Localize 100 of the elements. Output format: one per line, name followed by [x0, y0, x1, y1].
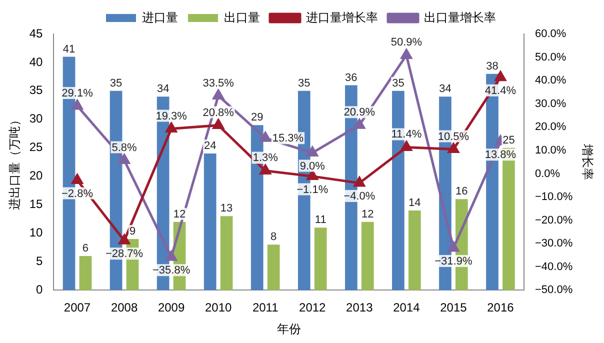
data-label: 50.9% — [390, 36, 422, 49]
x-tick-label: 2007 — [64, 300, 91, 315]
data-label: 9.0% — [300, 160, 326, 172]
point — [212, 89, 224, 100]
point — [166, 250, 177, 261]
y2-axis-title: 增长率 — [580, 143, 594, 180]
data-label: 34 — [156, 83, 170, 96]
point — [354, 176, 365, 187]
data-label: 5.8% — [112, 142, 138, 154]
y-tick-label: 40 — [29, 54, 44, 69]
point — [260, 164, 271, 174]
point — [448, 143, 460, 154]
y-tick-label: 25 — [29, 140, 44, 154]
data-label: 12 — [173, 208, 186, 220]
data-label: −35.8% — [152, 264, 190, 277]
legend-label: 进口量增长率 — [306, 10, 378, 24]
data-label: 13.8% — [484, 149, 516, 162]
bar — [314, 228, 327, 290]
data-label: 9 — [129, 225, 136, 238]
data-label: 35 — [110, 77, 122, 90]
data-label: 35 — [298, 77, 310, 90]
x-tick-label: 2015 — [440, 300, 468, 315]
x-tick-label: 2008 — [110, 300, 138, 315]
x-tick-label: 2014 — [393, 300, 420, 315]
data-label: 8 — [270, 231, 277, 244]
data-label: 38 — [486, 60, 498, 72]
data-label: 12 — [362, 208, 374, 220]
y-axis-title: 进出口量（万吨） — [8, 114, 22, 210]
point — [118, 234, 130, 244]
x-tick-label: 2016 — [487, 300, 514, 315]
point — [448, 242, 460, 252]
data-label: 11.4% — [391, 128, 422, 141]
x-tick-label: 2013 — [346, 300, 374, 315]
legend-label: 出口量 — [224, 10, 260, 24]
y-tick-label: 30 — [29, 112, 44, 126]
point — [212, 119, 224, 130]
bar — [220, 216, 233, 290]
point — [260, 132, 271, 142]
y-tick-label: 45 — [29, 26, 44, 40]
point — [400, 48, 412, 59]
data-label: −28.7% — [105, 248, 144, 260]
y2-tick-label: −50.0% — [534, 284, 573, 296]
data-label: −4.0% — [344, 190, 376, 203]
data-label: 25 — [502, 134, 515, 146]
data-label: −2.8% — [62, 188, 94, 200]
data-label: −1.1% — [296, 184, 328, 196]
x-tick-label: 2009 — [158, 300, 185, 315]
data-label: 20.9% — [344, 106, 376, 119]
bar — [408, 210, 421, 290]
data-label: 41.4% — [484, 84, 516, 97]
data-label: −31.9% — [434, 256, 472, 268]
y2-tick-label: 50.0% — [534, 51, 566, 64]
x-tick-label: 2010 — [204, 300, 232, 315]
data-label: 34 — [439, 83, 452, 96]
point — [306, 146, 318, 157]
data-label: 11 — [314, 214, 326, 226]
data-label: 29 — [251, 112, 264, 124]
bar — [267, 244, 280, 290]
point — [72, 174, 83, 184]
legend-label: 进口量 — [142, 10, 178, 24]
y-tick-label: 35 — [29, 83, 44, 98]
y2-tick-label: −10.0% — [534, 191, 573, 204]
data-label: 16 — [456, 186, 468, 198]
y2-tick-label: 40.0% — [534, 74, 566, 87]
data-label: 10.5% — [438, 130, 470, 143]
point — [118, 154, 130, 164]
point — [354, 118, 365, 129]
data-label: 14 — [408, 197, 421, 210]
y2-tick-label: 0.0% — [534, 168, 560, 180]
y-tick-label: 20 — [29, 168, 44, 183]
data-label: 33.5% — [202, 77, 234, 90]
bar — [79, 256, 92, 290]
y2-tick-label: 60.0% — [534, 28, 566, 40]
x-axis-title: 年份 — [276, 322, 301, 336]
point — [72, 100, 83, 110]
x-tick-label: 2012 — [299, 300, 326, 315]
data-label: 29.1% — [62, 88, 94, 100]
legend-label: 出口量增长率 — [424, 10, 496, 24]
bar — [361, 222, 374, 290]
data-label: 13 — [220, 202, 233, 215]
y2-tick-label: −20.0% — [534, 214, 573, 226]
bar — [204, 154, 216, 290]
x-tick-label: 2011 — [252, 300, 279, 315]
data-label: 36 — [345, 72, 358, 84]
y-tick-label: 5 — [36, 254, 44, 268]
data-label: 41 — [62, 43, 76, 56]
data-label: 19.3% — [156, 110, 188, 122]
y2-tick-label: 30.0% — [534, 98, 566, 110]
y-tick-label: 10 — [29, 226, 44, 240]
y2-tick-label: −30.0% — [534, 238, 573, 250]
data-label: 24 — [204, 140, 216, 152]
point — [166, 122, 177, 133]
y2-tick-label: −40.0% — [534, 260, 573, 273]
y2-tick-label: 10.0% — [534, 144, 566, 156]
data-label: 20.8% — [202, 106, 234, 119]
y-tick-label: 15 — [29, 197, 44, 212]
point — [306, 170, 318, 180]
data-label: 15.3% — [272, 132, 304, 145]
y-tick-label: 0 — [36, 282, 44, 297]
y2-tick-label: 20.0% — [534, 121, 566, 134]
